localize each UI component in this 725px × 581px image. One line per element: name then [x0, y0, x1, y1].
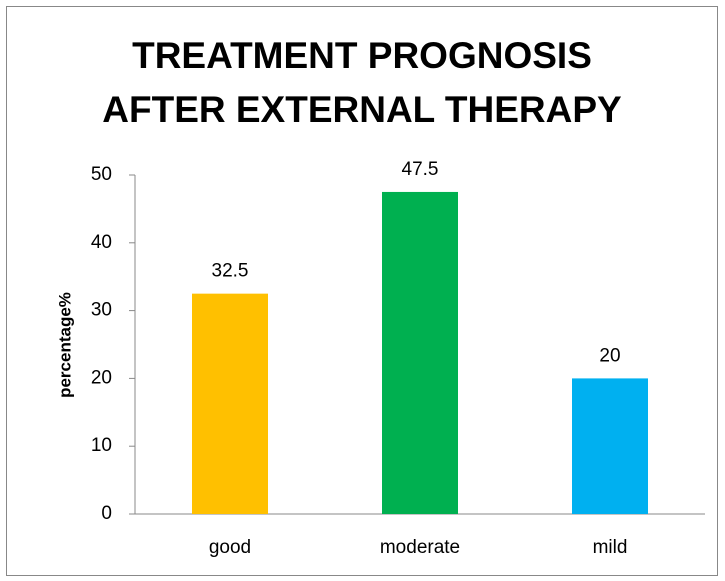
data-label: 32.5 [212, 261, 249, 282]
chart-title: AFTER EXTERNAL THERAPY [102, 89, 622, 130]
data-label: 20 [599, 345, 620, 366]
chart-title: TREATMENT PROGNOSIS [132, 35, 592, 76]
x-tick-label: mild [593, 537, 628, 558]
x-tick-label: good [209, 537, 251, 558]
bar [572, 378, 648, 514]
bar [382, 191, 458, 514]
y-tick-label: 40 [91, 232, 112, 253]
y-tick-label: 50 [91, 164, 112, 185]
y-axis-label: percentage% [55, 292, 74, 398]
y-tick-label: 0 [101, 503, 112, 524]
x-tick-label: moderate [380, 537, 460, 558]
bar [192, 293, 268, 514]
y-tick-label: 20 [91, 367, 112, 388]
data-label: 47.5 [402, 159, 439, 180]
y-tick-label: 30 [91, 300, 112, 321]
y-tick-label: 10 [91, 435, 112, 456]
